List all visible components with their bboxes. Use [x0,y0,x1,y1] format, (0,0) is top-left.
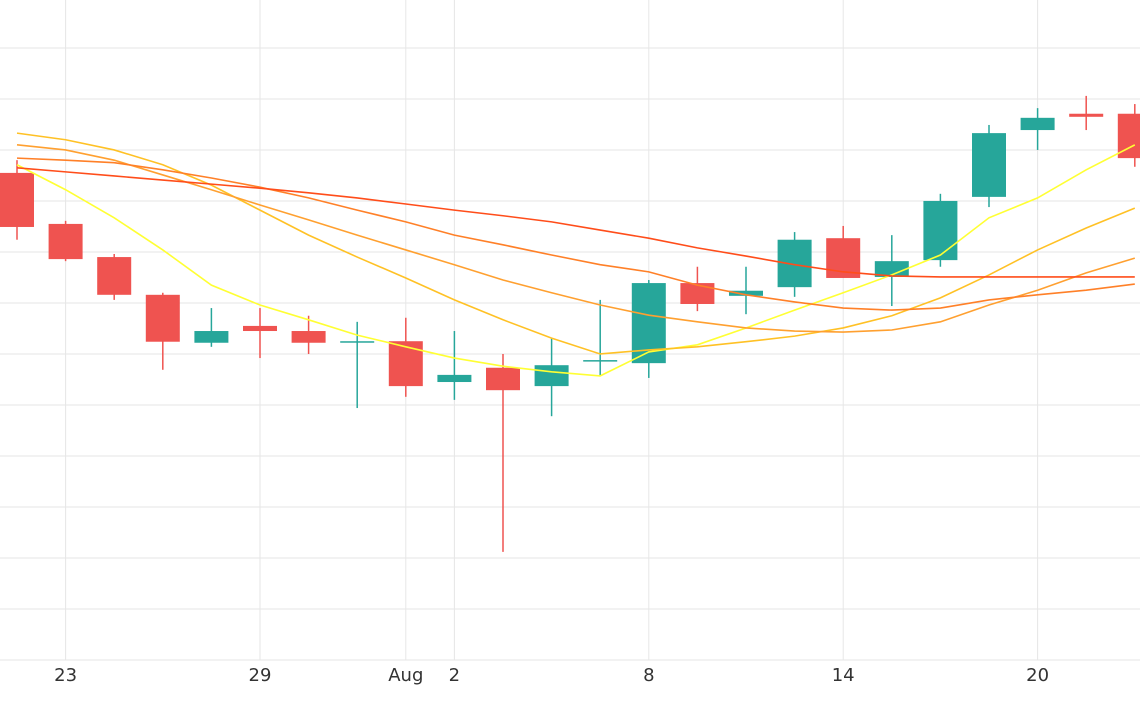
x-tick-label: 14 [832,665,855,686]
candle-body [145,294,180,342]
candle-body [388,341,423,387]
x-tick-label: Aug [388,665,423,686]
candle-body [583,360,618,362]
candle-body [777,239,812,288]
candle-body [1020,117,1055,131]
candle-body [972,133,1006,197]
x-tick-label: 20 [1026,665,1049,686]
candle-body [680,283,715,304]
candle-body [340,341,375,343]
candle-body [486,367,520,391]
moving-average-line [16,144,1136,333]
x-tick-label: 29 [249,665,272,686]
candle-body [437,374,472,383]
candle-body [48,223,83,260]
candle-body [0,172,34,227]
moving-average-line [16,132,1136,355]
candle-body [1069,113,1104,117]
candle-body [194,331,229,343]
candle-body [534,365,569,387]
moving-average-line [16,167,1135,278]
candle-body [243,325,277,332]
x-tick-label: 2 [449,665,460,686]
candle-body [874,261,909,277]
candle-body [1117,113,1140,159]
candle-body [729,290,763,296]
candle-body [291,331,326,343]
x-tick-label: 23 [54,665,77,686]
candle-body [923,200,958,261]
candle-body [97,257,132,295]
moving-average-line [16,144,1136,377]
x-tick-label: 8 [643,665,654,686]
moving-average-line [16,157,1135,311]
